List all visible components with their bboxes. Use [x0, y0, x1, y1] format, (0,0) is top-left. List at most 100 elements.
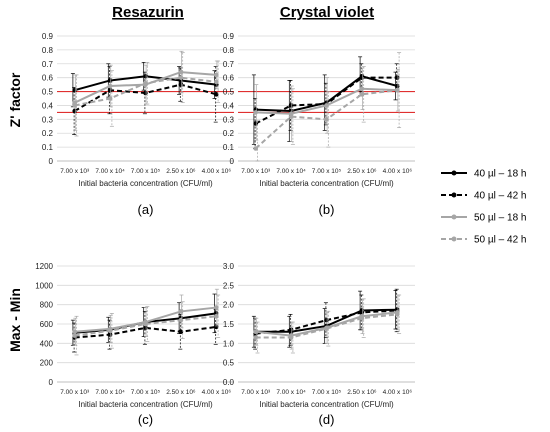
x-tick-label: 7.00 x 10³: [60, 168, 90, 175]
data-point: [253, 121, 258, 126]
x-tick-label: 7.00 x 10³: [60, 389, 90, 396]
series-4: [72, 52, 221, 137]
data-point: [143, 90, 148, 96]
panel-label: (c): [138, 412, 153, 427]
x-axis-label: Initial bacteria concentration (CFU/ml): [259, 179, 394, 188]
series-4: [72, 294, 221, 356]
data-point: [143, 73, 148, 79]
x-tick-label: 2.50 x 10⁶: [166, 389, 196, 396]
x-tick-label: 4.00 x 10⁶: [202, 389, 232, 396]
y-tick-label: 0.9: [42, 32, 54, 41]
panels: 0 0.1 0.2 0.3 0.4 0.5 0.6 0.7 0.8 0.9 7.00 x 10³ 7.…: [35, 32, 415, 427]
y-tick-label: 1000: [35, 281, 53, 290]
data-point: [324, 117, 329, 122]
legend-item: 40 µl – 18 h: [441, 169, 526, 180]
y-tick-label: 1.0: [223, 339, 235, 348]
data-point: [107, 96, 113, 101]
data-point: [214, 92, 219, 97]
chart-panel-4: 0.0 0.5 1.0 1.5 2.0 2.5 3.0 7.00 x 10³ 7.00 x 10…: [223, 262, 415, 427]
y-tick-label: 0.7: [223, 60, 235, 69]
data-point: [359, 310, 365, 315]
y-tick-label: 0.6: [223, 74, 235, 83]
data-point: [288, 327, 294, 333]
data-point: [143, 80, 148, 86]
x-axis-label: Initial bacteria concentration (CFU/ml): [78, 179, 213, 188]
panel-label: (a): [138, 202, 154, 217]
data-point: [253, 329, 258, 335]
series-line: [74, 83, 217, 112]
x-axis-label: Initial bacteria concentration (CFU/ml): [259, 400, 394, 409]
data-point: [178, 329, 184, 335]
y-tick-label: 1200: [35, 262, 53, 271]
legend-label: 40 µl – 18 h: [474, 169, 526, 180]
legend-label: 50 µl – 42 h: [474, 235, 526, 246]
y-tick-label: 0.8: [223, 46, 235, 55]
data-point: [359, 75, 365, 80]
legend-marker: [451, 214, 457, 220]
legend-label: 40 µl – 42 h: [474, 191, 526, 202]
x-tick-label: 7.00 x 10⁵: [131, 389, 161, 396]
legend-marker: [451, 236, 457, 242]
chart-panel-1: 0 0.1 0.2 0.3 0.4 0.5 0.6 0.7 0.8 0.9 7.00 x 10³ 7.…: [42, 32, 234, 217]
data-point: [107, 78, 113, 83]
x-tick-label: 7.00 x 10⁴: [276, 389, 306, 396]
series-4: [253, 294, 402, 354]
x-tick-label: 7.00 x 10⁴: [276, 168, 306, 175]
y-tick-label: 0: [49, 378, 54, 387]
x-tick-label: 7.00 x 10³: [241, 389, 271, 396]
data-point: [359, 92, 365, 97]
data-point: [107, 328, 113, 334]
y-tick-label: 0.5: [42, 88, 54, 97]
y-tick-label: 800: [40, 301, 54, 310]
data-point: [324, 326, 329, 331]
y-tick-label: 0: [49, 157, 54, 166]
legend: 40 µl – 18 h 40 µl – 42 h 50 µl – 18 h 50 µ…: [441, 169, 526, 246]
y-tick-label: 0.4: [223, 101, 235, 110]
legend-marker: [451, 170, 457, 176]
data-point: [288, 335, 294, 340]
y-tick-label: 0.1: [223, 143, 235, 152]
x-tick-label: 7.00 x 10⁵: [312, 389, 342, 396]
panel-label: (b): [319, 202, 335, 217]
panel-label: (d): [319, 412, 335, 427]
data-point: [107, 83, 113, 89]
y-tick-label: 0.8: [42, 46, 54, 55]
x-tick-label: 7.00 x 10⁵: [312, 168, 342, 175]
data-point: [253, 110, 258, 115]
series-line: [255, 313, 398, 339]
y-tick-label: 0.1: [42, 143, 54, 152]
y-tick-label: 0.0: [223, 378, 235, 387]
chart-panel-2: 0 0.1 0.2 0.3 0.4 0.5 0.6 0.7 0.8 0.9 7.00 x 10³ 7.…: [223, 32, 415, 217]
x-tick-label: 4.00 x 10⁶: [202, 168, 232, 175]
x-tick-label: 2.50 x 10⁶: [347, 168, 377, 175]
y-tick-label: 400: [40, 339, 54, 348]
y-tick-label: 0.3: [42, 115, 54, 124]
data-point: [178, 75, 184, 80]
legend-item: 50 µl – 18 h: [441, 213, 526, 224]
data-point: [72, 87, 77, 93]
y-tick-label: 0.5: [223, 359, 235, 368]
data-point: [395, 87, 400, 93]
y-tick-label: 0.9: [223, 32, 235, 41]
y-tick-label: 1.5: [223, 320, 235, 329]
y-tick-label: 600: [40, 320, 54, 329]
legend-item: 40 µl – 42 h: [441, 191, 526, 202]
data-point: [324, 317, 329, 323]
column-title-crystal-violet: Crystal violet: [280, 4, 374, 21]
y-tick-label: 200: [40, 359, 54, 368]
x-tick-label: 2.50 x 10⁶: [347, 389, 377, 396]
data-point: [72, 108, 77, 114]
data-point: [107, 87, 113, 93]
data-point: [214, 305, 219, 310]
data-point: [214, 72, 219, 78]
chart-panel-3: 0 200 400 600 800 1000 1200 7.00 x 10³ 7.00 x 10…: [35, 262, 234, 427]
y-tick-label: 3.0: [223, 262, 235, 271]
data-point: [143, 325, 148, 331]
data-point: [178, 69, 184, 75]
data-point: [395, 83, 400, 89]
x-tick-label: 2.50 x 10⁶: [166, 168, 196, 175]
data-point: [395, 312, 400, 317]
x-tick-label: 4.00 x 10⁶: [383, 389, 413, 396]
x-tick-label: 7.00 x 10⁵: [131, 168, 161, 175]
